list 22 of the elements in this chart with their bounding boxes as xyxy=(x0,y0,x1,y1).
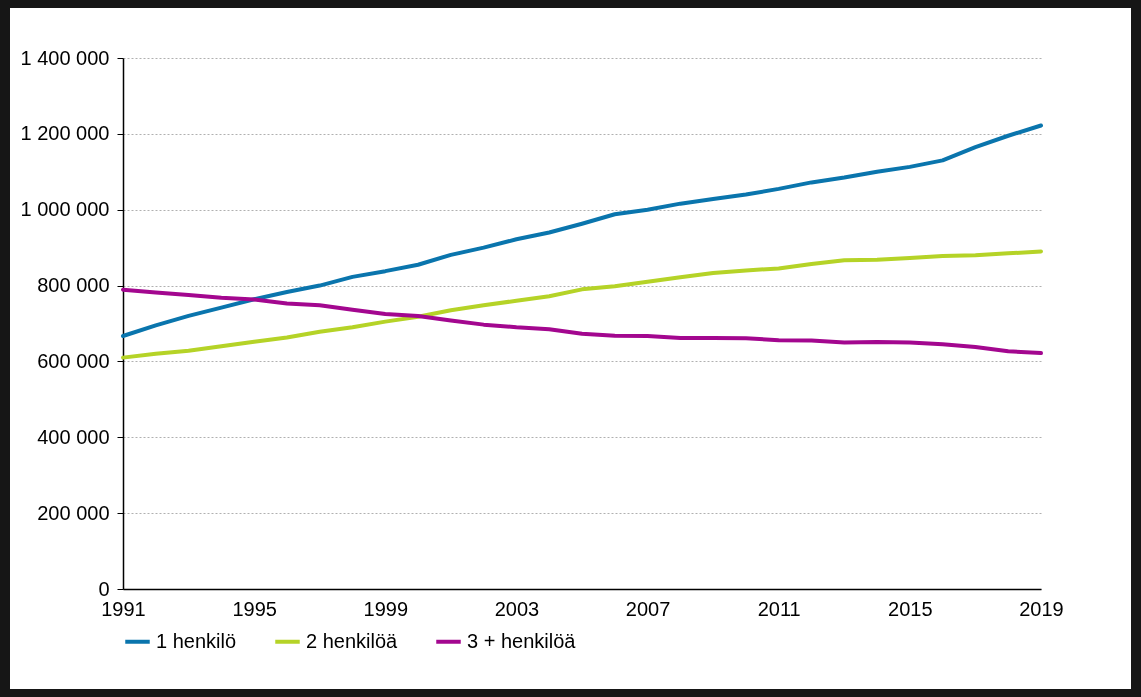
y-tick-label: 0 xyxy=(98,577,110,600)
y-tick-label: 1 000 000 xyxy=(20,198,110,221)
x-tick-label: 1999 xyxy=(363,597,409,620)
y-tick-label: 1 400 000 xyxy=(20,46,110,69)
x-tick-label: 2011 xyxy=(757,597,801,620)
y-tick-label: 800 000 xyxy=(37,274,110,297)
legend-label: 2 henkilöä xyxy=(306,629,399,652)
x-tick-label: 2019 xyxy=(1019,597,1064,620)
y-tick-label: 600 000 xyxy=(37,349,110,372)
y-tick-label: 400 000 xyxy=(37,425,110,448)
x-tick-label: 2003 xyxy=(494,597,540,620)
line-series xyxy=(121,249,1043,360)
x-tick-label: 2015 xyxy=(888,597,933,620)
y-tick-label: 1 200 000 xyxy=(20,122,110,145)
legend-label: 1 henkilö xyxy=(156,629,237,652)
x-tick-label: 1995 xyxy=(232,597,277,620)
line-series xyxy=(121,123,1043,339)
y-tick-label: 200 000 xyxy=(37,501,110,524)
x-tick-label: 1991 xyxy=(101,597,146,620)
legend-label: 3 + henkilöä xyxy=(467,629,577,652)
line-series xyxy=(121,287,1043,356)
x-tick-label: 2007 xyxy=(625,597,671,620)
